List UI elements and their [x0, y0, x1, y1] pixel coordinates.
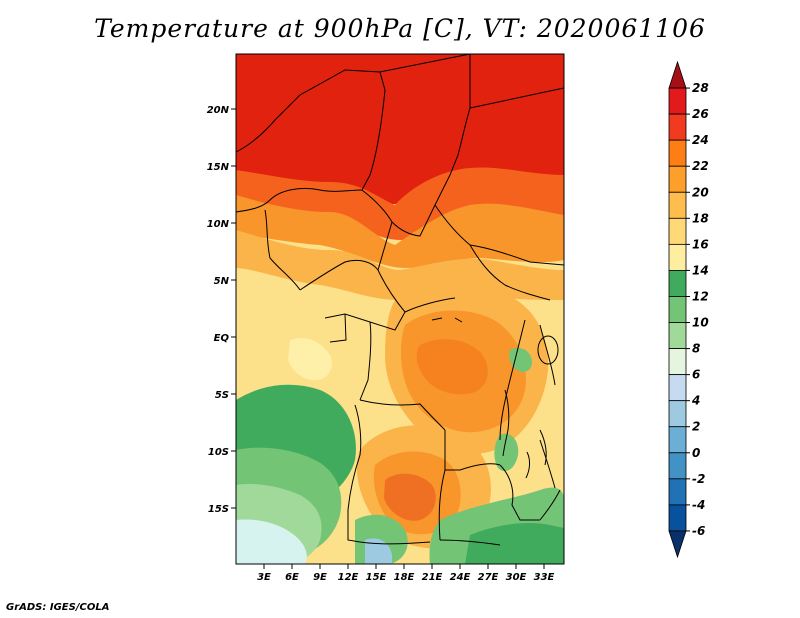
colorbar-swatch	[668, 530, 687, 559]
latitude-axis	[231, 108, 236, 509]
colorbar-label: 24	[692, 133, 709, 147]
colorbar-label: 28	[692, 81, 709, 95]
colorbar-swatch	[668, 191, 687, 219]
colorbar-swatch	[668, 113, 687, 141]
lat-label-15n: 15N	[207, 162, 230, 173]
colorbar-label: 12	[692, 289, 709, 303]
colorbar-label: 2	[692, 420, 700, 434]
colorbar-label: 10	[692, 316, 709, 330]
colorbar-label: 22	[692, 159, 709, 173]
lon-label-9e: 9E	[313, 572, 327, 583]
colorbar-swatch	[668, 348, 687, 376]
colorbar-swatch	[668, 217, 687, 245]
colorbar-swatch	[668, 504, 687, 532]
colorbar-swatch	[668, 60, 687, 89]
colorbar-label: 14	[692, 263, 709, 277]
colorbar-label: 20	[692, 185, 709, 199]
lon-label-21e: 21E	[422, 572, 443, 583]
lon-label-12e: 12E	[338, 572, 359, 583]
lat-label-5s: 5S	[215, 390, 229, 401]
colorbar-swatch	[668, 270, 687, 297]
grads-credit: GrADS: IGES/COLA	[6, 602, 110, 613]
colorbar-swatch	[668, 478, 687, 506]
colorbar-swatch	[668, 296, 687, 323]
lat-label-15s: 15S	[208, 504, 229, 515]
colorbar-swatch	[668, 139, 687, 167]
colorbar-swatch	[668, 87, 687, 115]
lon-label-18e: 18E	[394, 572, 415, 583]
colorbar-label: -4	[692, 498, 705, 512]
lon-label-6e: 6E	[285, 572, 299, 583]
colorbar-label: 4	[691, 394, 700, 408]
lon-label-24e: 24E	[450, 572, 471, 583]
colorbar-swatch	[668, 400, 687, 428]
lat-label-10s: 10S	[208, 447, 229, 458]
colorbar-label: 6	[692, 368, 700, 382]
lon-label-15e: 15E	[366, 572, 387, 583]
colorbar-label: -2	[692, 472, 705, 486]
lat-label-10n: 10N	[207, 219, 230, 230]
colorbar-swatch	[668, 165, 687, 193]
map-frame	[235, 53, 565, 565]
lat-label-20n: 20N	[207, 105, 230, 116]
lat-label-eq: EQ	[214, 333, 230, 344]
lat-label-5n: 5N	[214, 276, 230, 287]
longitude-axis	[263, 564, 545, 569]
colorbar-swatch	[668, 452, 687, 480]
colorbar-swatch	[668, 426, 687, 454]
colorbar-swatch	[668, 322, 687, 349]
lon-label-30e: 30E	[506, 572, 527, 583]
lon-label-33e: 33E	[534, 572, 555, 583]
colorbar-swatch	[668, 374, 687, 402]
colorbar-swatch	[668, 243, 687, 271]
colorbar-label: -6	[692, 524, 705, 538]
colorbar-label: 18	[692, 211, 709, 225]
colorbar-label: 16	[692, 237, 709, 251]
colorbar-label: 8	[692, 342, 700, 356]
lon-label-3e: 3E	[257, 572, 271, 583]
lon-label-27e: 27E	[478, 572, 499, 583]
colorbar-label: 0	[692, 446, 700, 460]
temperature-field	[236, 54, 564, 564]
colorbar-label: 26	[692, 107, 709, 121]
map-title: Temperature at 900hPa [C], VT: 202006110…	[94, 14, 706, 43]
